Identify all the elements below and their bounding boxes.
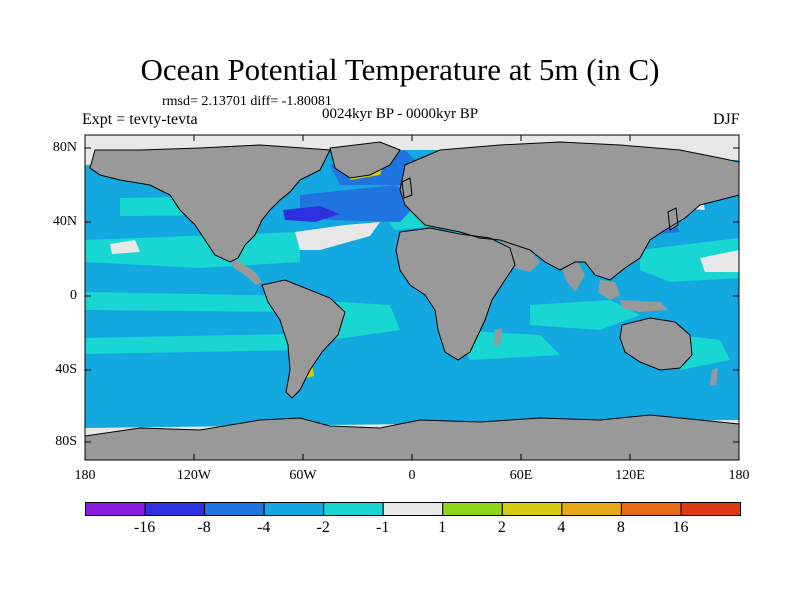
coastlines [85,141,739,437]
colorbar-swatch [620,502,682,516]
y-axis-label: 0 [70,288,77,303]
colorbar-label: 1 [438,519,447,536]
colorbar-swatch [382,502,444,516]
colorbar-label: -2 [316,519,330,536]
colorbar-label: 16 [672,519,689,536]
experiment-label: Expt = tevty-tevta [82,111,198,128]
x-axis-label: 120E [615,468,645,483]
y-axis-label: 40N [52,214,77,229]
x-axis-label: 60E [509,468,533,483]
colorbar-swatch [442,502,503,516]
x-axis-label: 0 [408,468,416,483]
period-label: 0024kyr BP - 0000kyr BP [322,106,479,122]
colorbar-label: 2 [497,519,506,536]
colorbar-swatch [501,502,563,516]
season-label: DJF [713,111,740,128]
y-axis-label: 80S [55,434,77,449]
y-axis-label: 80N [52,140,77,155]
colorbar-swatch [561,502,622,516]
colorbar-label: -16 [133,519,156,536]
colorbar-swatch [144,502,206,516]
axis-ticks [84,135,740,460]
land-masses [85,142,739,460]
statistics-label: rmsd= 2.13701 diff= -1.80081 [162,94,332,109]
colorbar [85,502,741,516]
colorbar-label: -8 [197,519,211,536]
colorbar-swatch [323,502,384,516]
colorbar-swatch [85,502,146,516]
colorbar-label: -1 [376,519,390,536]
colorbar-label: 4 [557,519,566,536]
x-axis-label: 180 [728,468,750,483]
map-title: Ocean Potential Temperature at 5m (in C) [140,52,660,87]
x-axis-label: 120W [176,468,212,483]
x-axis-label: 60W [289,468,317,483]
colorbar-label: 8 [616,519,625,536]
colorbar-swatch [680,502,741,516]
colorbar-label: -4 [256,519,271,536]
colorbar-swatch [204,502,265,516]
x-axis-label: 180 [74,468,96,483]
y-axis-label: 40S [55,362,77,377]
colorbar-swatch [263,502,325,516]
